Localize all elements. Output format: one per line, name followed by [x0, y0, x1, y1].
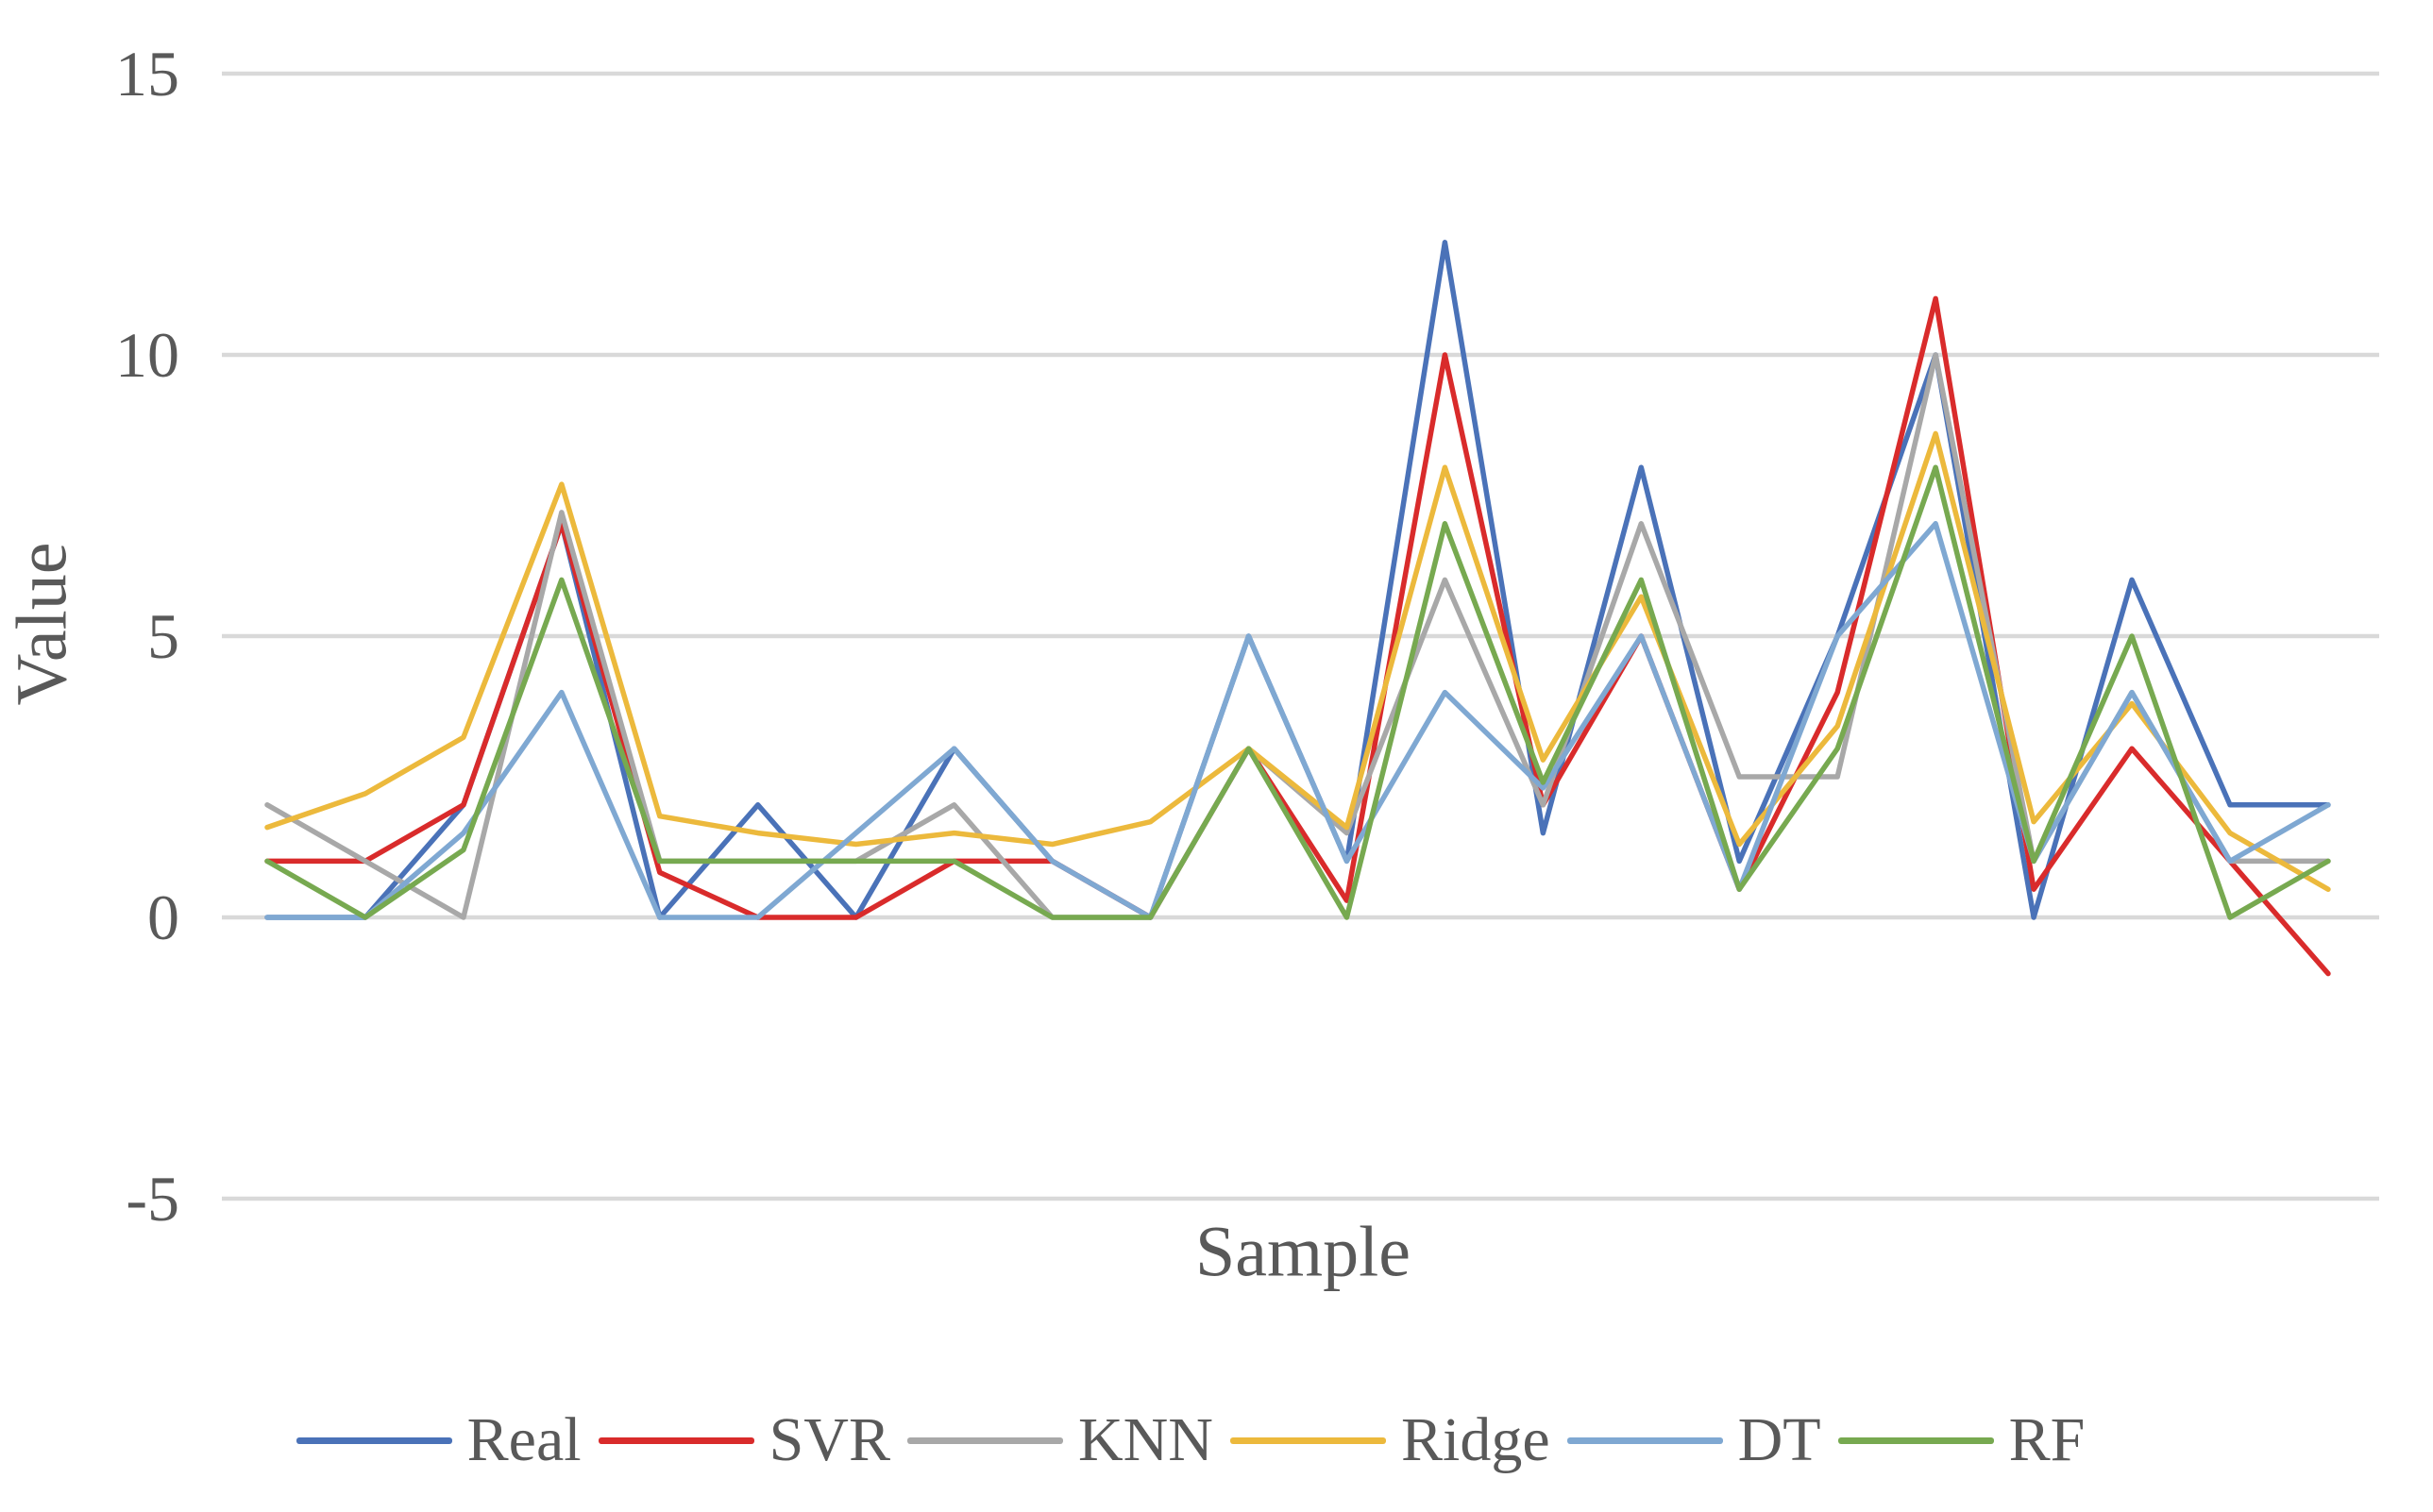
legend-item-real: Real [296, 1404, 582, 1476]
legend-swatch-real [296, 1436, 452, 1444]
legend-swatch-ridge [1229, 1436, 1386, 1444]
legend-label-knn: KNN [1077, 1405, 1213, 1474]
legend-label-real: Real [466, 1405, 582, 1474]
y-tick-label-10: 10 [115, 319, 179, 391]
legend-item-knn: KNN [906, 1404, 1213, 1476]
legend-swatch-knn [906, 1436, 1063, 1444]
series-line-svr [264, 295, 2331, 977]
chart-legend: Real SVR KNN Ridge DT RF [0, 1404, 2433, 1476]
legend-item-dt: DT [1566, 1404, 1821, 1476]
legend-swatch-svr [598, 1436, 754, 1444]
y-tick-label-15: 15 [115, 38, 179, 109]
legend-item-svr: SVR [598, 1404, 890, 1476]
legend-label-dt: DT [1737, 1405, 1821, 1474]
legend-label-rf: RF [2008, 1405, 2086, 1474]
series-line-dt [264, 521, 2331, 920]
legend-item-ridge: Ridge [1229, 1404, 1550, 1476]
y-tick-label--5: -5 [126, 1163, 179, 1235]
legend-label-svr: SVR [769, 1405, 890, 1474]
legend-item-rf: RF [1837, 1404, 2086, 1476]
series-line-ridge [264, 430, 2331, 892]
legend-swatch-rf [1837, 1436, 1994, 1444]
x-axis-title: Sample [1195, 1212, 1411, 1292]
y-tick-label-0: 0 [147, 882, 179, 953]
y-axis-title: Value [2, 542, 82, 706]
legend-label-ridge: Ridge [1400, 1405, 1550, 1474]
y-tick-label-5: 5 [147, 600, 179, 672]
legend-swatch-dt [1566, 1436, 1723, 1444]
series-line-rf [264, 464, 2331, 920]
